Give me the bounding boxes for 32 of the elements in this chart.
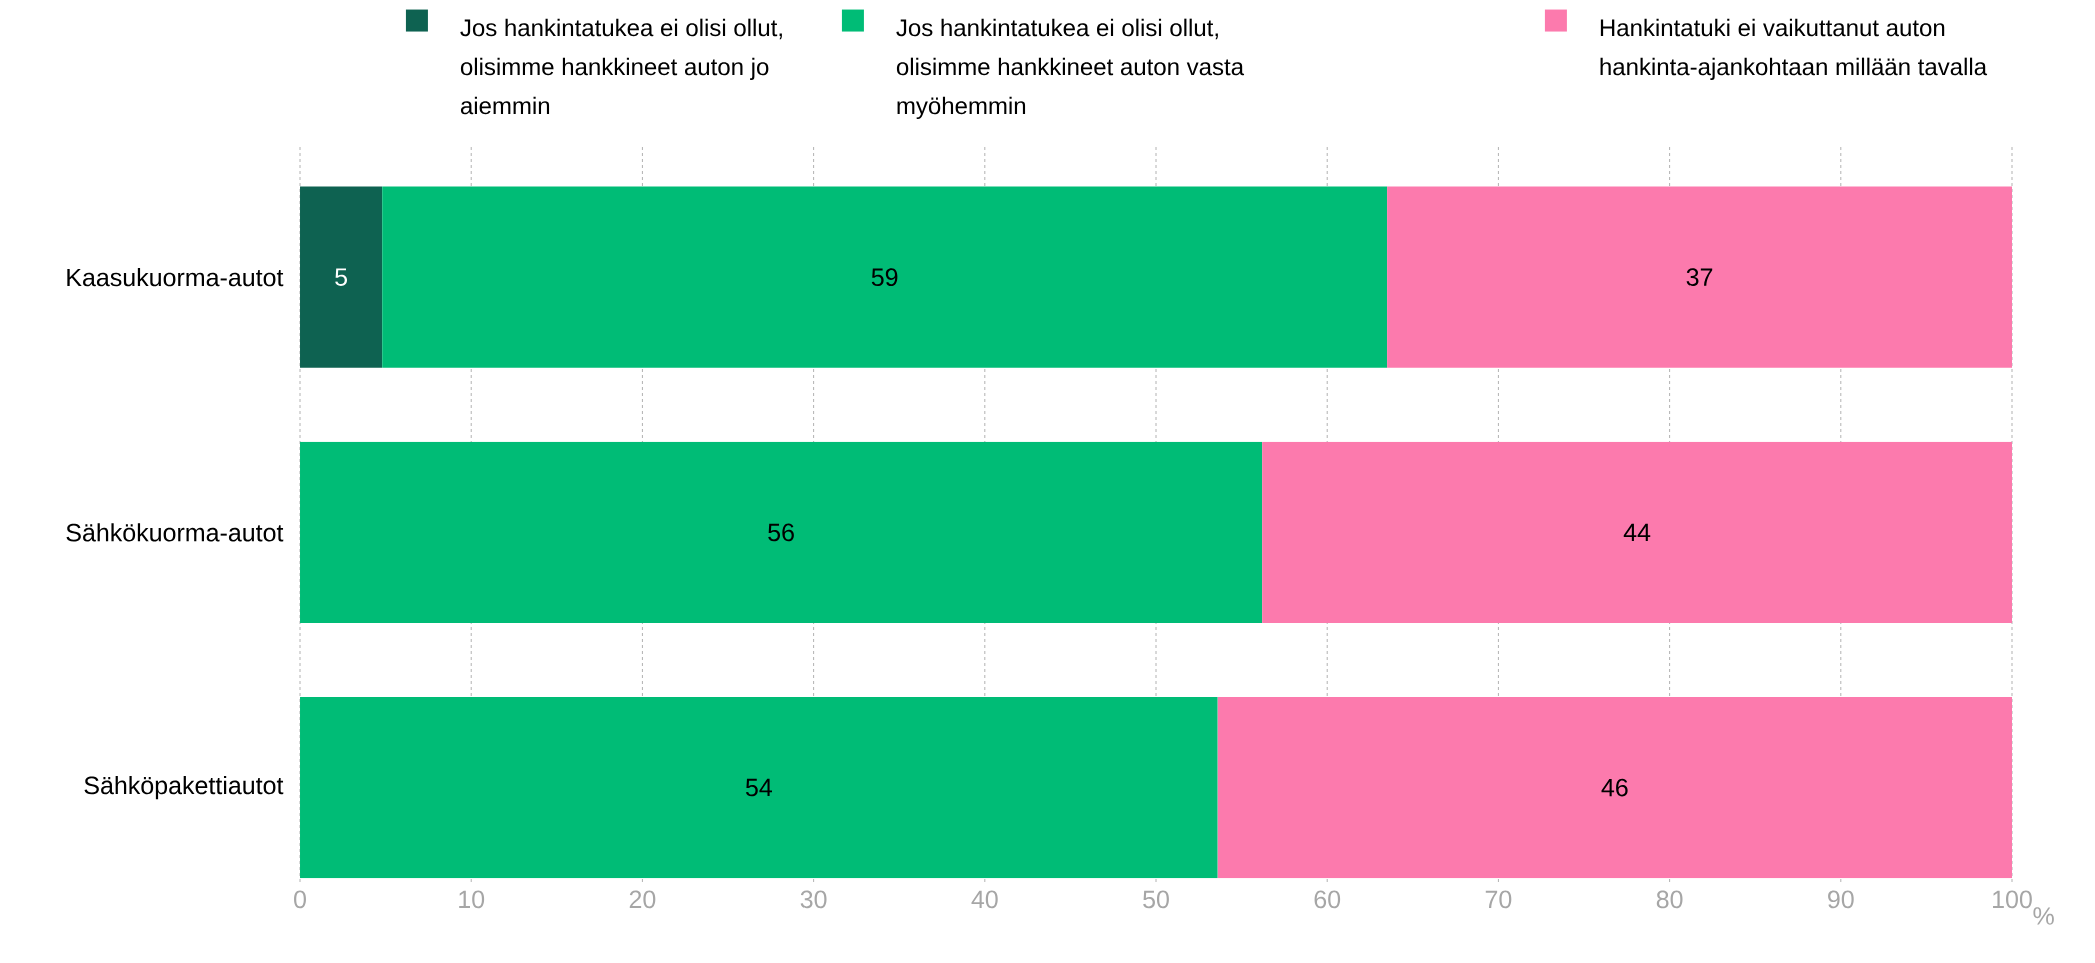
bar bbox=[382, 186, 1388, 368]
bar bbox=[1387, 186, 2012, 368]
x-tick-label: 50 bbox=[1143, 890, 1169, 909]
legend-label: Hankintatuki ei vaikuttanut auton hankinta-ajankohtaan millään tavalla bbox=[1600, 18, 1988, 81]
x-tick-label: 80 bbox=[1656, 890, 1683, 909]
bar bbox=[1262, 441, 2012, 623]
x-tick-label: 30 bbox=[800, 890, 827, 909]
y-tick-label: Sähköpakettiautot bbox=[84, 775, 284, 800]
data-label: 54 bbox=[745, 778, 772, 797]
y-tick-label: Sähkökuorma-autot bbox=[66, 523, 284, 542]
x-tick-label: 0 bbox=[294, 890, 306, 909]
legend-label: Jos hankintatukea ei olisi ollut, olisimme hankkineet auton vasta myöhemmin bbox=[896, 18, 1245, 120]
data-label: 56 bbox=[768, 523, 794, 542]
bar bbox=[300, 696, 1218, 879]
data-label: 46 bbox=[1601, 778, 1628, 797]
x-tick-label: 10 bbox=[459, 890, 485, 909]
x-tick-label: 100 bbox=[1993, 890, 2032, 909]
data-label: 59 bbox=[871, 268, 898, 287]
y-tick-label: Kaasukuorma-autot bbox=[67, 267, 284, 287]
bar bbox=[300, 441, 1263, 623]
data-label: 37 bbox=[1686, 268, 1713, 287]
bar bbox=[300, 186, 383, 368]
x-axis-title: % bbox=[2033, 907, 2054, 925]
x-tick-label: 20 bbox=[629, 890, 656, 909]
data-label: 5 bbox=[335, 268, 348, 286]
legend-label: Jos hankintatukea ei olisi ollut, olisimme hankkineet auton jo aiemmin bbox=[460, 18, 782, 115]
x-tick-label: 40 bbox=[971, 890, 998, 909]
x-tick-label: 90 bbox=[1828, 890, 1854, 909]
x-tick-label: 60 bbox=[1314, 890, 1341, 909]
bar bbox=[1217, 696, 2012, 879]
x-tick-label: 70 bbox=[1485, 890, 1512, 909]
data-label: 44 bbox=[1623, 523, 1651, 541]
